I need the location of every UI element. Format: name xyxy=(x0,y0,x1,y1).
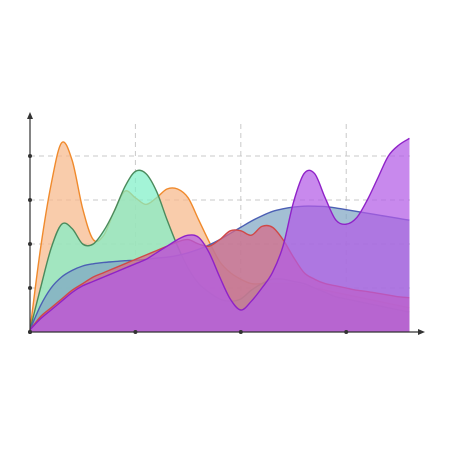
y-axis-tick xyxy=(28,154,32,158)
axes xyxy=(27,112,425,335)
x-axis-tick xyxy=(344,330,349,334)
y-axis-arrow-icon xyxy=(27,112,33,119)
x-axis-tick xyxy=(238,330,243,334)
area-series-group xyxy=(29,137,410,332)
y-axis-tick xyxy=(28,286,32,290)
x-axis-tick xyxy=(133,330,138,334)
y-axis-tick xyxy=(28,198,32,202)
area-fill-series-5 xyxy=(30,138,410,332)
x-axis-tick xyxy=(28,330,32,334)
x-axis-arrow-icon xyxy=(418,329,425,335)
y-axis-tick xyxy=(28,242,32,246)
area-line-series-5 xyxy=(29,137,410,331)
